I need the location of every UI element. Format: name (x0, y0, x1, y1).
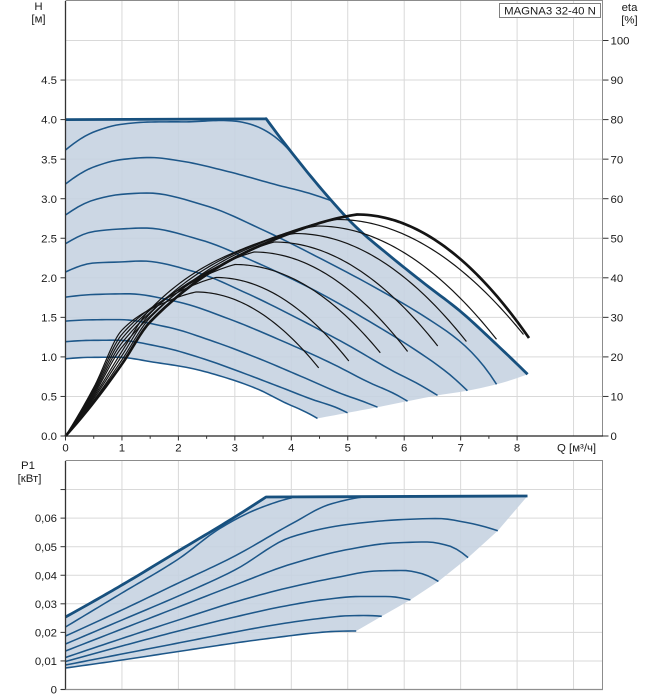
svg-text:4.5: 4.5 (41, 75, 57, 87)
svg-text:Q [м³/ч]: Q [м³/ч] (557, 443, 596, 455)
svg-text:0: 0 (611, 431, 617, 443)
svg-text:H: H (34, 1, 42, 13)
svg-text:1.0: 1.0 (41, 352, 57, 364)
svg-text:0.5: 0.5 (41, 392, 57, 404)
svg-text:0,02: 0,02 (35, 627, 57, 639)
svg-text:[%]: [%] (621, 15, 637, 27)
svg-text:60: 60 (611, 194, 624, 206)
svg-text:0,04: 0,04 (35, 570, 57, 582)
svg-text:MAGNA3 32-40 N: MAGNA3 32-40 N (504, 6, 596, 18)
svg-text:4.0: 4.0 (41, 115, 57, 127)
svg-text:0,05: 0,05 (35, 542, 57, 554)
svg-text:0.0: 0.0 (41, 431, 57, 443)
svg-text:7: 7 (457, 443, 463, 455)
svg-text:80: 80 (611, 115, 624, 127)
svg-text:10: 10 (611, 392, 624, 404)
svg-text:[м]: [м] (31, 14, 45, 26)
svg-text:eta: eta (622, 2, 638, 14)
svg-text:3.0: 3.0 (41, 194, 57, 206)
svg-text:90: 90 (611, 75, 624, 87)
svg-text:2.0: 2.0 (41, 273, 57, 285)
svg-text:8: 8 (514, 443, 520, 455)
svg-text:1: 1 (119, 443, 125, 455)
svg-text:P1: P1 (21, 460, 35, 472)
svg-text:0,06: 0,06 (35, 513, 57, 525)
svg-text:40: 40 (611, 273, 624, 285)
svg-text:5: 5 (345, 443, 351, 455)
svg-text:3: 3 (232, 443, 238, 455)
svg-text:0: 0 (62, 443, 68, 455)
svg-text:70: 70 (611, 154, 624, 166)
svg-text:2.5: 2.5 (41, 233, 57, 245)
svg-text:4: 4 (288, 443, 294, 455)
svg-text:0: 0 (51, 685, 57, 697)
svg-text:20: 20 (611, 352, 624, 364)
svg-text:100: 100 (611, 36, 630, 48)
svg-text:0,01: 0,01 (35, 656, 57, 668)
svg-text:50: 50 (611, 233, 624, 245)
svg-text:2: 2 (175, 443, 181, 455)
svg-text:30: 30 (611, 312, 624, 324)
svg-text:0,03: 0,03 (35, 599, 57, 611)
svg-text:3.5: 3.5 (41, 154, 57, 166)
svg-text:1.5: 1.5 (41, 312, 57, 324)
svg-text:[кВт]: [кВт] (18, 473, 42, 485)
svg-text:6: 6 (401, 443, 407, 455)
